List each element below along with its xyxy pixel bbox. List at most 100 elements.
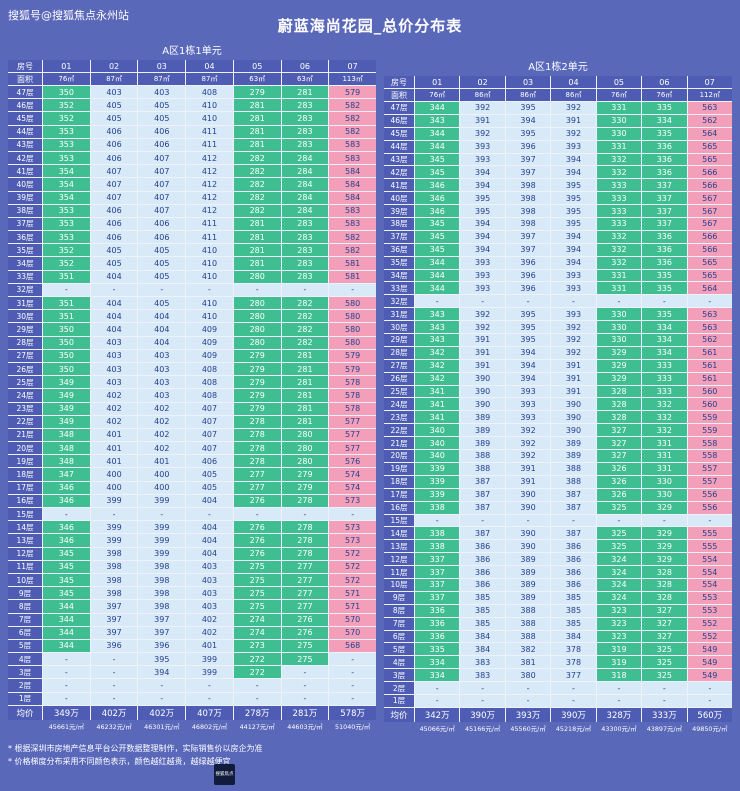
price-cell: 382 (505, 643, 551, 656)
price-table-unit1: A区1栋1单元 房号 01 02 03 04 05 06 07 面积 76㎡ 87㎡ 87㎡ 87㎡ 63㎡… (8, 44, 376, 733)
price-cell: 333 (596, 205, 642, 218)
price-cell: 404 (90, 297, 138, 310)
floor-label: 15层 (8, 508, 42, 521)
price-cell: 383 (460, 656, 505, 669)
price-cell: - (596, 514, 642, 527)
price-cell: 332 (596, 153, 642, 166)
price-cell: 412 (186, 178, 233, 191)
price-cell: 396 (505, 256, 551, 269)
floor-label: 10层 (384, 578, 414, 591)
floor-label: 16层 (384, 501, 414, 514)
price-cell: - (186, 692, 233, 705)
floor-label: 35层 (384, 256, 414, 269)
price-cell: 348 (43, 442, 90, 455)
floor-label: 38层 (8, 204, 42, 217)
price-cell: 280 (281, 442, 329, 455)
price-cell: 387 (551, 488, 596, 501)
price-cell: - (505, 682, 551, 694)
price-cell: 386 (551, 540, 596, 553)
price-cell: 403 (186, 560, 233, 573)
price-cell: 276 (233, 547, 281, 560)
price-cell: 283 (281, 138, 329, 151)
price-cell: 390 (551, 424, 596, 437)
price-cell: 328 (642, 591, 687, 604)
price-cell: 328 (596, 398, 642, 411)
price-cell: 392 (551, 321, 596, 334)
price-cell: 392 (551, 102, 596, 114)
price-cell: 552 (687, 617, 732, 630)
area-cell: 63㎡ (281, 73, 329, 85)
floor-label: 6层 (8, 626, 42, 639)
price-cell: 328 (596, 411, 642, 424)
price-cell: 282 (281, 323, 329, 336)
price-cell: 407 (138, 204, 186, 217)
price-cell: 344 (415, 102, 460, 114)
price-cell: 406 (90, 138, 138, 151)
price-cell: 388 (505, 617, 551, 630)
price-cell: 273 (233, 639, 281, 653)
price-cell: 396 (90, 639, 138, 653)
price-cell: 325 (642, 669, 687, 682)
price-cell: 354 (43, 178, 90, 191)
price-cell: 392 (505, 450, 551, 462)
price-cell: 352 (43, 257, 90, 270)
price-cell: 281 (233, 231, 281, 244)
price-cell: 329 (596, 346, 642, 359)
price-cell: 390 (505, 540, 551, 553)
price-cell: 338 (415, 527, 460, 540)
price-cell: 573 (329, 534, 376, 547)
price-cell: 334 (642, 346, 687, 359)
price-cell: 404 (138, 323, 186, 336)
price-cell: 555 (687, 540, 732, 553)
price-cell: 278 (233, 455, 281, 468)
floor-label: 25层 (8, 376, 42, 389)
price-cell: 280 (233, 297, 281, 310)
price-cell: 398 (505, 218, 551, 230)
price-cell: 339 (415, 462, 460, 475)
price-cell: 403 (138, 349, 186, 362)
floor-label: 2层 (8, 679, 42, 692)
price-cell: 558 (687, 437, 732, 450)
price-cell: 556 (687, 501, 732, 514)
price-cell: 345 (43, 587, 90, 600)
price-cell: 344 (415, 256, 460, 269)
price-cell: 279 (233, 349, 281, 362)
floor-label: 12层 (8, 547, 42, 560)
price-cell: 394 (505, 372, 551, 385)
unit-price-cell: 45066元/㎡ (419, 725, 455, 734)
price-cell: - (551, 514, 596, 527)
floor-label: 45层 (384, 127, 414, 140)
price-cell: 396 (505, 140, 551, 153)
price-cell: 342 (415, 359, 460, 372)
price-cell: 346 (415, 179, 460, 192)
price-cell: 398 (505, 205, 551, 218)
price-cell: 278 (281, 521, 329, 534)
price-cell: 343 (415, 308, 460, 321)
price-cell: 272 (233, 666, 281, 679)
price-cell: 390 (551, 398, 596, 411)
unit-price-cell: 44127元/㎡ (239, 723, 275, 732)
price-cell: 404 (90, 323, 138, 336)
price-cell: 398 (90, 573, 138, 587)
price-cell: 567 (687, 218, 732, 230)
price-cell: 336 (642, 166, 687, 179)
price-cell: 398 (90, 560, 138, 573)
floor-label: 32层 (8, 283, 42, 296)
price-cell: 284 (281, 151, 329, 165)
price-cell: 352 (43, 99, 90, 112)
price-cell: - (90, 692, 138, 705)
price-cell: 560 (687, 398, 732, 411)
price-cell: 330 (596, 334, 642, 346)
price-cell: 325 (642, 656, 687, 669)
floor-label: 4层 (384, 656, 414, 669)
avg-price-cell: 402万 (138, 705, 186, 720)
price-cell: 404 (186, 547, 233, 560)
price-cell: 405 (138, 270, 186, 283)
footnote-source: * 根据深圳市房地产信息平台公开数据整理制作，实际销售价以房企为准 (8, 744, 263, 753)
floor-label: 47层 (384, 102, 414, 114)
price-cell: 339 (415, 475, 460, 488)
price-cell: 327 (596, 424, 642, 437)
avg-price-cell: 560万 (687, 707, 732, 722)
price-cell: 350 (43, 86, 90, 99)
price-cell: 277 (281, 587, 329, 600)
